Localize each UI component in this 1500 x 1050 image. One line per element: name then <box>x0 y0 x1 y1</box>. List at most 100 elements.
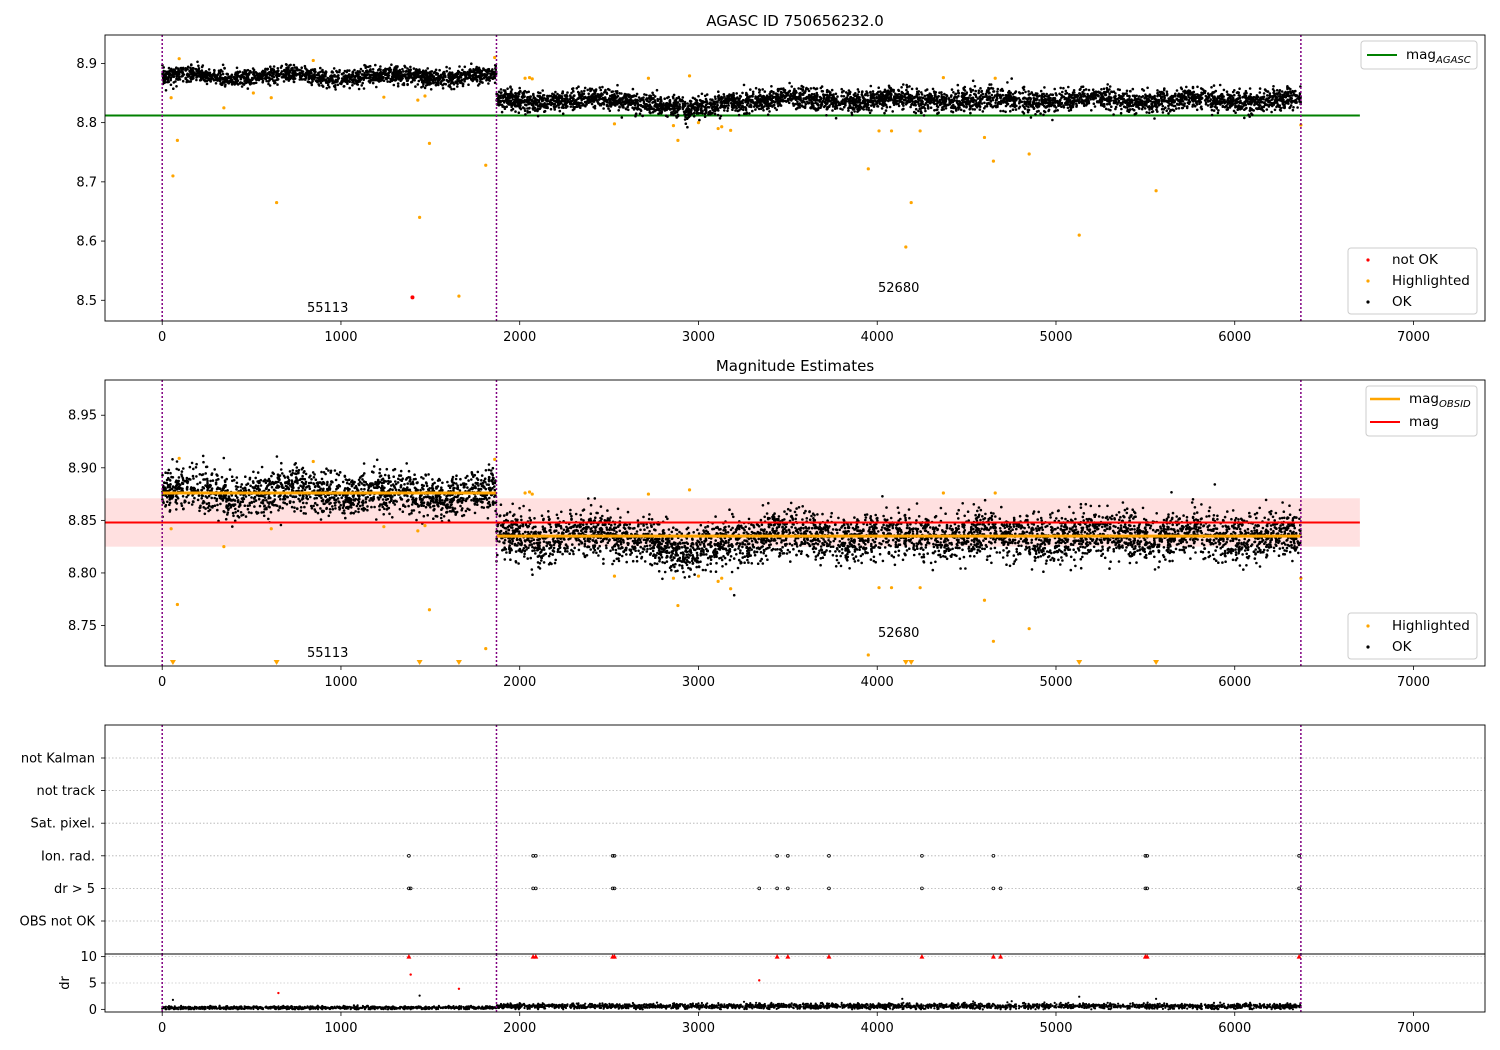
data-point <box>276 67 280 70</box>
data-point <box>424 84 428 87</box>
data-point <box>1165 109 1168 112</box>
data-point <box>329 74 333 78</box>
data-point <box>356 79 360 82</box>
data-point <box>184 69 188 72</box>
data-point <box>880 107 884 110</box>
data-point <box>493 76 497 80</box>
data-point <box>364 69 368 73</box>
data-point <box>399 79 403 82</box>
data-point <box>754 95 757 98</box>
data-point <box>1172 104 1176 108</box>
data-point <box>974 89 977 93</box>
data-point <box>178 75 181 79</box>
data-point <box>950 88 954 91</box>
data-point <box>924 98 928 101</box>
data-point <box>977 89 981 92</box>
data-point <box>448 79 451 82</box>
data-point <box>627 108 630 112</box>
data-point <box>1238 96 1242 100</box>
data-point <box>641 114 644 118</box>
data-point <box>317 73 320 77</box>
data-point <box>186 65 190 69</box>
data-point <box>1060 105 1063 108</box>
data-point <box>240 74 243 77</box>
data-point <box>834 92 838 96</box>
data-point <box>726 109 729 113</box>
data-point <box>286 67 290 71</box>
data-point <box>306 80 310 83</box>
data-point <box>1070 105 1074 109</box>
data-point <box>896 93 900 96</box>
data-point <box>1248 87 1252 90</box>
data-point <box>1029 116 1033 119</box>
data-point <box>348 86 352 90</box>
data-point <box>219 68 223 72</box>
data-point <box>566 97 569 101</box>
data-point <box>361 81 365 85</box>
data-point <box>470 70 474 73</box>
data-point <box>249 71 253 74</box>
data-point <box>1146 86 1149 90</box>
data-point <box>718 117 722 120</box>
data-point <box>1207 93 1210 96</box>
data-point <box>304 67 307 70</box>
data-point <box>770 85 773 88</box>
data-point <box>719 100 723 104</box>
data-point <box>1177 107 1181 110</box>
data-point <box>303 64 307 68</box>
data-point <box>442 70 446 74</box>
data-point <box>290 67 293 70</box>
data-point <box>830 88 834 92</box>
data-point <box>1295 101 1298 104</box>
data-point <box>856 110 859 113</box>
data-point <box>387 74 391 77</box>
data-point <box>409 68 412 72</box>
data-point <box>604 89 607 93</box>
data-point <box>587 92 590 96</box>
data-point <box>475 78 478 81</box>
data-point <box>527 107 531 110</box>
data-point <box>618 106 621 109</box>
data-point <box>893 95 896 98</box>
data-point <box>267 82 270 86</box>
data-point <box>169 72 172 76</box>
data-point <box>1062 106 1066 109</box>
data-point <box>700 92 704 96</box>
data-point <box>668 98 672 102</box>
data-point <box>473 68 477 72</box>
data-point <box>786 98 790 101</box>
data-point <box>185 73 189 77</box>
data-point <box>633 106 637 110</box>
data-point <box>524 113 527 116</box>
data-point <box>169 78 172 82</box>
data-point <box>1176 98 1179 101</box>
data-point <box>261 79 265 82</box>
data-point <box>581 103 585 106</box>
data-point <box>716 113 720 117</box>
data-point <box>917 109 920 113</box>
data-point <box>675 116 678 119</box>
data-point <box>787 101 791 105</box>
data-point <box>356 83 360 86</box>
data-point <box>243 76 246 80</box>
data-point <box>226 79 229 83</box>
data-point <box>388 70 392 74</box>
data-point <box>265 75 268 78</box>
data-point <box>757 107 761 111</box>
data-point <box>655 88 659 92</box>
data-point <box>947 97 951 100</box>
data-point <box>920 102 924 106</box>
data-point <box>463 65 467 69</box>
data-point <box>677 106 681 110</box>
data-point <box>175 72 179 76</box>
data-point <box>351 80 354 84</box>
data-point <box>325 80 329 84</box>
data-point <box>486 73 489 76</box>
data-point <box>356 73 359 76</box>
data-point <box>1289 87 1292 91</box>
data-point <box>250 76 254 80</box>
data-point <box>940 91 943 94</box>
data-point <box>346 69 349 72</box>
data-point <box>1270 110 1273 114</box>
data-point <box>386 80 390 83</box>
